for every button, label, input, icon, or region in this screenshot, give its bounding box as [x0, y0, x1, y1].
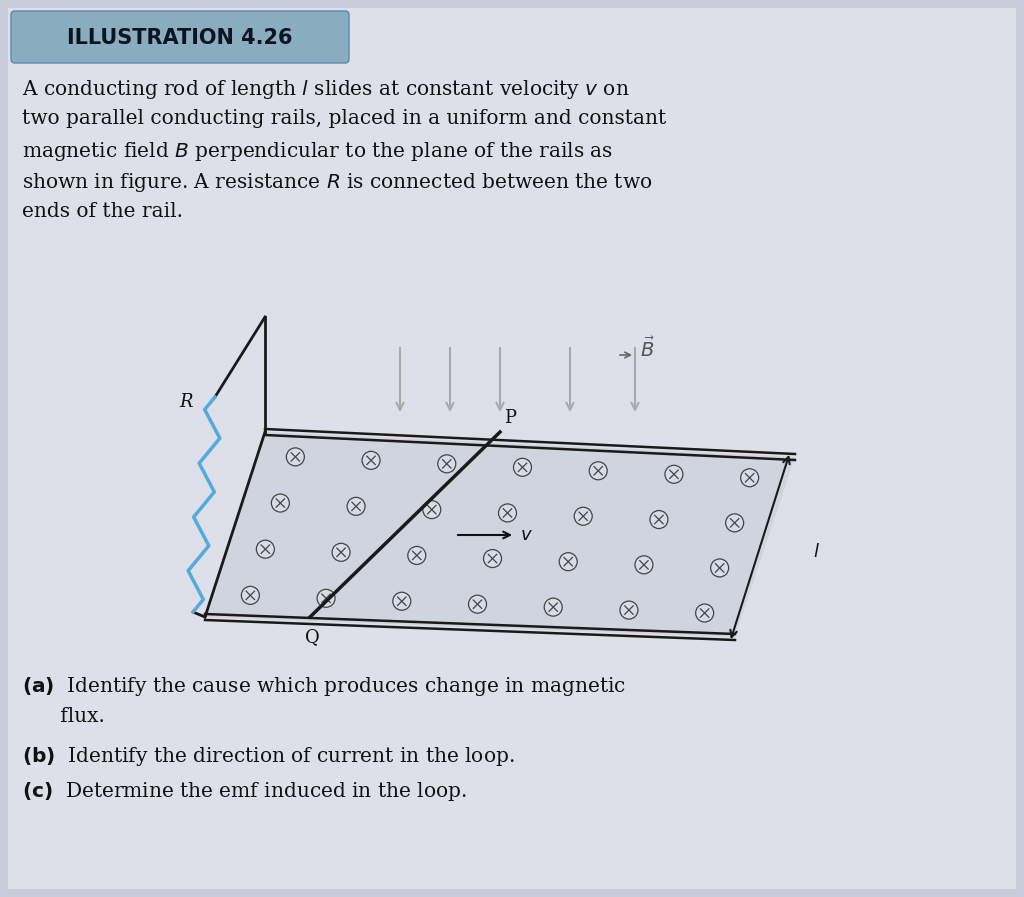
Circle shape	[256, 540, 274, 558]
Text: flux.: flux.	[22, 707, 104, 726]
Circle shape	[271, 494, 290, 512]
Circle shape	[483, 550, 502, 568]
Circle shape	[469, 596, 486, 614]
Circle shape	[393, 592, 411, 610]
Circle shape	[711, 559, 729, 577]
Circle shape	[589, 462, 607, 480]
Circle shape	[635, 556, 653, 574]
Text: Q: Q	[304, 628, 319, 646]
Circle shape	[499, 504, 516, 522]
Circle shape	[242, 587, 259, 605]
Circle shape	[740, 469, 759, 487]
Text: $\mathbf{(c)}$  Determine the emf induced in the loop.: $\mathbf{(c)}$ Determine the emf induced…	[22, 780, 467, 803]
Circle shape	[726, 514, 743, 532]
Text: ILLUSTRATION 4.26: ILLUSTRATION 4.26	[68, 28, 293, 48]
Text: magnetic field $B$ perpendicular to the plane of the rails as: magnetic field $B$ perpendicular to the …	[22, 140, 613, 163]
Text: A conducting rod of length $l$ slides at constant velocity $v$ on: A conducting rod of length $l$ slides at…	[22, 78, 630, 101]
Text: $\mathbf{(a)}$  Identify the cause which produces change in magnetic: $\mathbf{(a)}$ Identify the cause which …	[22, 675, 626, 698]
Circle shape	[362, 451, 380, 469]
Text: ends of the rail.: ends of the rail.	[22, 202, 183, 221]
Circle shape	[695, 604, 714, 622]
Circle shape	[574, 507, 592, 526]
Polygon shape	[205, 432, 795, 637]
Circle shape	[287, 448, 304, 466]
FancyBboxPatch shape	[11, 11, 349, 63]
Circle shape	[408, 546, 426, 564]
Text: $\vec{B}$: $\vec{B}$	[640, 337, 655, 361]
Circle shape	[620, 601, 638, 619]
Circle shape	[665, 466, 683, 483]
Circle shape	[513, 458, 531, 476]
Text: $l$: $l$	[813, 543, 820, 561]
Circle shape	[544, 598, 562, 616]
Text: shown in figure. A resistance $R$ is connected between the two: shown in figure. A resistance $R$ is con…	[22, 171, 652, 194]
Circle shape	[317, 589, 335, 607]
Circle shape	[650, 510, 668, 528]
Text: $v$: $v$	[520, 526, 532, 544]
Circle shape	[559, 553, 578, 570]
Circle shape	[332, 544, 350, 562]
Text: P: P	[504, 409, 516, 427]
Circle shape	[438, 455, 456, 473]
Circle shape	[423, 501, 440, 518]
Text: R: R	[179, 393, 193, 411]
Text: two parallel conducting rails, placed in a uniform and constant: two parallel conducting rails, placed in…	[22, 109, 667, 128]
Circle shape	[347, 497, 366, 516]
FancyBboxPatch shape	[8, 8, 1016, 889]
Text: $\mathbf{(b)}$  Identify the direction of current in the loop.: $\mathbf{(b)}$ Identify the direction of…	[22, 745, 514, 768]
